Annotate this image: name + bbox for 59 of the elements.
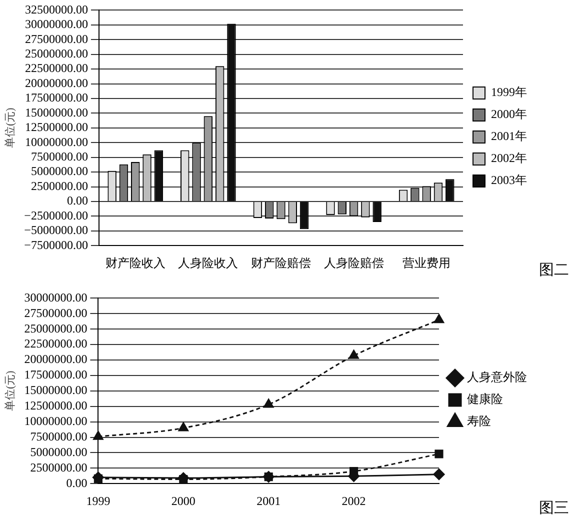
point: [434, 450, 444, 458]
y-axis-title: 单位(元): [3, 370, 16, 412]
y-tick-label: 32500000.00: [24, 2, 88, 16]
legend-label: 2002年: [491, 151, 527, 166]
y-tick-label: 2500000.00: [30, 460, 88, 474]
y-tick-label: 25000000.00: [24, 46, 88, 60]
point: [93, 430, 104, 440]
point: [92, 472, 104, 484]
y-tick-label: −5000000.00: [24, 223, 88, 238]
y-tick-label: 0.00: [66, 194, 88, 208]
y-tick-label: 22500000.00: [24, 336, 88, 351]
x-tick-label: 人身险赔偿: [324, 256, 384, 270]
legend-label: 健康险: [467, 392, 503, 406]
y-tick-label: −7500000.00: [24, 238, 88, 252]
legend-label: 人身意外险: [467, 370, 527, 384]
y-tick-label: 25000000.00: [24, 321, 88, 336]
y-tick-label: 27500000.00: [24, 306, 88, 320]
y-tick-label: 20000000.00: [24, 352, 88, 366]
legend-label: 1999年: [491, 85, 527, 100]
point: [434, 314, 444, 324]
legend-label: 2003年: [491, 173, 527, 188]
y-tick-label: 7500000.00: [30, 429, 88, 444]
y-tick-label: 27500000.00: [24, 32, 88, 46]
y-tick-label: 12500000.00: [24, 120, 88, 134]
legend-label: 2000年: [491, 107, 527, 122]
y-tick-label: 10000000.00: [24, 134, 88, 149]
y-tick-label: 20000000.00: [24, 76, 88, 90]
y-tick-label: 10000000.00: [24, 414, 88, 428]
legend-label: 寿险: [467, 414, 491, 428]
y-tick-label: 17500000.00: [24, 90, 88, 105]
x-tick-label: 人身险收入: [178, 256, 238, 270]
y-tick-label: 0.00: [66, 476, 88, 490]
y-axis-title: 单位(元): [3, 107, 16, 148]
y-tick-label: 2500000.00: [30, 178, 88, 193]
y-tick-label: 17500000.00: [24, 368, 88, 382]
x-tick-label: 财产险赔偿: [250, 256, 311, 270]
x-tick-label: 2002: [342, 494, 366, 508]
legend-label: 2001年: [491, 129, 527, 144]
point: [348, 350, 359, 359]
x-tick-label: 1999: [86, 494, 110, 508]
y-tick-label: 22500000.00: [24, 61, 88, 76]
y-tick-label: 5000000.00: [30, 444, 88, 459]
y-tick-label: 30000000.00: [24, 17, 88, 32]
x-tick-label: 2001: [256, 494, 281, 508]
y-tick-label: 30000000.00: [24, 290, 88, 304]
point: [178, 422, 188, 432]
x-tick-label: 营业费用: [402, 256, 451, 270]
text: 图三: [539, 500, 569, 516]
x-tick-label: 2000: [171, 494, 196, 508]
point: [433, 468, 445, 480]
point: [264, 398, 274, 408]
x-tick-label: 财产险收入: [105, 256, 166, 270]
y-tick-label: 12500000.00: [24, 398, 88, 413]
y-tick-label: 15000000.00: [24, 383, 88, 398]
y-tick-label: −2500000.00: [24, 208, 88, 222]
y-tick-label: 5000000.00: [30, 164, 88, 178]
text: 图二: [539, 262, 569, 278]
y-tick-label: 15000000.00: [24, 105, 88, 120]
y-tick-label: 7500000.00: [30, 149, 88, 164]
